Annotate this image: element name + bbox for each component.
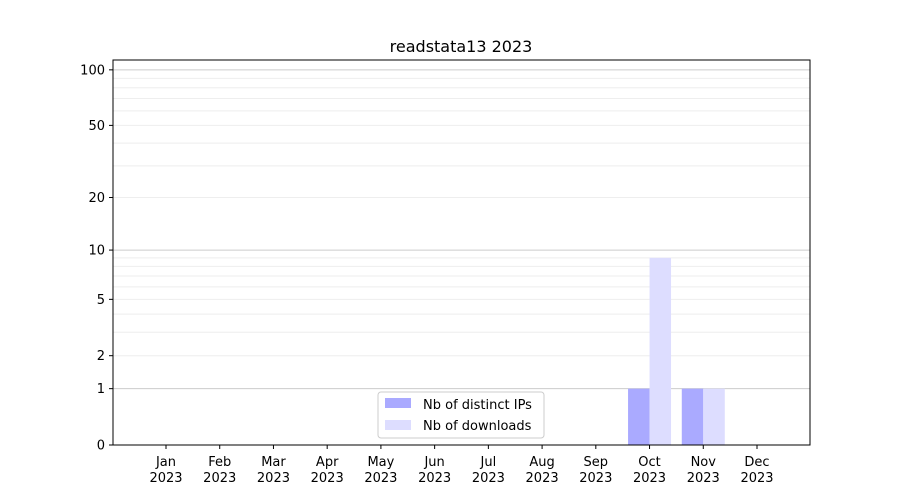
x-tick-label: Jul 2023 xyxy=(472,455,505,486)
x-tick-label: Feb 2023 xyxy=(203,455,236,486)
x-tick-label: Dec 2023 xyxy=(740,455,773,486)
x-tick-label: Sep 2023 xyxy=(579,455,612,486)
legend-swatch-ips xyxy=(385,398,411,408)
x-axis: Jan 2023 Feb 2023 Mar 2023 Apr 2023 May 2023 Jun 20… xyxy=(149,445,774,486)
x-tick-label: May 2023 xyxy=(364,455,397,486)
y-tick-label: 0 xyxy=(97,439,105,454)
y-axis: 0 1 2 5 10 20 50 100 xyxy=(80,63,113,454)
grid xyxy=(113,69,810,390)
bar-ips xyxy=(628,388,650,445)
bars xyxy=(628,257,725,445)
y-tick-label: 20 xyxy=(88,191,105,206)
bar-downloads xyxy=(649,257,672,445)
x-tick-label: Jan 2023 xyxy=(149,455,182,486)
x-tick-label: Apr 2023 xyxy=(311,455,344,486)
chart-title: readstata13 2023 xyxy=(390,37,533,56)
legend-label-ips: Nb of distinct IPs xyxy=(423,398,532,413)
legend-label-downloads: Nb of downloads xyxy=(423,419,532,434)
legend-swatch-downloads xyxy=(385,420,411,430)
legend: Nb of distinct IPs Nb of downloads xyxy=(377,391,545,439)
y-tick-label: 1 xyxy=(97,382,105,397)
bar-ips xyxy=(681,388,704,445)
y-tick-label: 5 xyxy=(97,293,105,308)
y-tick-label: 10 xyxy=(88,244,105,259)
plot-frame xyxy=(112,59,811,446)
x-tick-label: Aug 2023 xyxy=(526,455,559,486)
x-tick-label: Oct 2023 xyxy=(633,455,666,486)
y-tick-label: 100 xyxy=(80,63,105,78)
x-tick-label: Jun 2023 xyxy=(418,455,451,486)
y-tick-label: 2 xyxy=(97,349,105,364)
y-tick-label: 50 xyxy=(88,119,105,134)
x-tick-label: Nov 2023 xyxy=(687,455,720,486)
bar-downloads xyxy=(703,388,725,445)
x-tick-label: Mar 2023 xyxy=(257,455,290,486)
